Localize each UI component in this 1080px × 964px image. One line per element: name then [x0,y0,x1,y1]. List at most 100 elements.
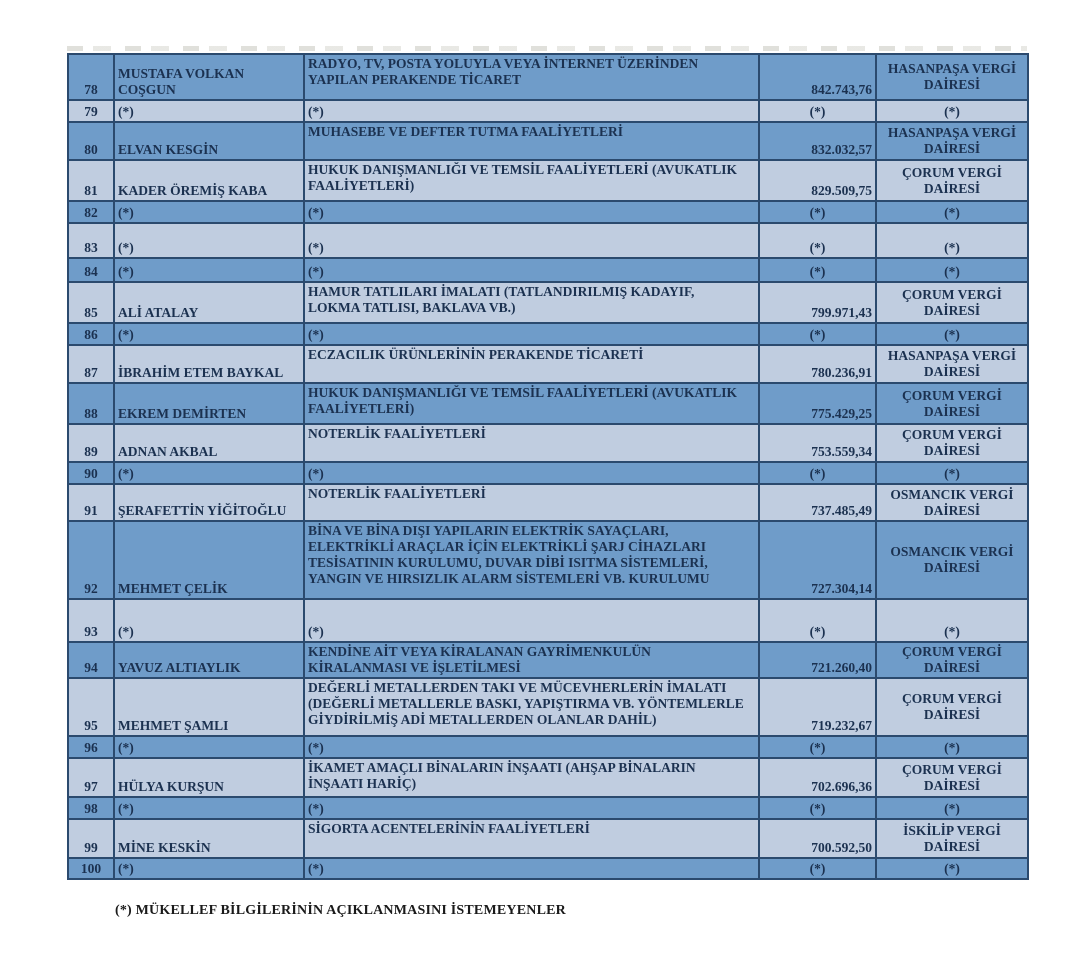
row-number-cell: 81 [67,159,115,202]
activity-cell: BİNA VE BİNA DIŞI YAPILARIN ELEKTRİK SAY… [303,520,760,600]
name-cell: (*) [113,222,305,259]
tax-office-cell: OSMANCIK VERGİ DAİRESİ [875,520,1029,600]
row-number-cell: 78 [67,53,115,101]
name-cell: MEHMET ÇELİK [113,520,305,600]
table-row: 81 KADER ÖREMİŞ KABA HUKUK DANIŞMANLIĞI VE… [67,159,1029,202]
table-row: 87 İBRAHİM ETEM BAYKAL ECZACILIK ÜRÜNLERİN… [67,344,1029,384]
activity-cell: NOTERLİK FAALİYETLERİ [303,483,760,522]
tax-office-cell: (*) [875,857,1029,880]
activity-cell: RADYO, TV, POSTA YOLUYLA VEYA İNTERNET Ü… [303,53,760,101]
activity-cell: KENDİNE AİT VEYA KİRALANAN GAYRİMENKULÜN… [303,641,760,679]
amount-cell: 753.559,34 [758,423,877,463]
table-row: 92 MEHMET ÇELİK BİNA VE BİNA DIŞI YAPILARI… [67,520,1029,600]
amount-cell: (*) [758,200,877,224]
name-cell: İBRAHİM ETEM BAYKAL [113,344,305,384]
tax-office-cell: ÇORUM VERGİ DAİRESİ [875,423,1029,463]
tax-office-cell: OSMANCIK VERGİ DAİRESİ [875,483,1029,522]
tax-office-cell: ÇORUM VERGİ DAİRESİ [875,281,1029,324]
activity-cell: İKAMET AMAÇLI BİNALARIN İNŞAATI (AHŞAP B… [303,757,760,798]
table-row: 84 (*) (*) (*) (*) [67,257,1029,283]
tax-office-cell: (*) [875,796,1029,820]
tax-office-cell: (*) [875,461,1029,485]
table-row: 99 MİNE KESKİN SİGORTA ACENTELERİNİN FAALİ… [67,818,1029,859]
row-number-cell: 92 [67,520,115,600]
table-row: 80 ELVAN KESGİN MUHASEBE VE DEFTER TUTMA F… [67,121,1029,161]
name-cell: (*) [113,598,305,643]
amount-cell: 727.304,14 [758,520,877,600]
table-row: 100 (*) (*) (*) (*) [67,857,1029,880]
name-cell: HÜLYA KURŞUN [113,757,305,798]
amount-cell: (*) [758,257,877,283]
activity-cell: MUHASEBE VE DEFTER TUTMA FAALİYETLERİ [303,121,760,161]
row-number-cell: 89 [67,423,115,463]
amount-cell: 737.485,49 [758,483,877,522]
activity-cell: HUKUK DANIŞMANLIĞI VE TEMSİL FAALİYETLER… [303,159,760,202]
row-number-cell: 94 [67,641,115,679]
row-number-cell: 95 [67,677,115,737]
table-row: 78 MUSTAFA VOLKAN COŞGUN RADYO, TV, POSTA … [67,53,1029,101]
table-row: 91 ŞERAFETTİN YİĞİTOĞLU NOTERLİK FAALİYETL… [67,483,1029,522]
activity-cell: HUKUK DANIŞMANLIĞI VE TEMSİL FAALİYETLER… [303,382,760,425]
name-cell: MİNE KESKİN [113,818,305,859]
table-row: 83 (*) (*) (*) (*) [67,222,1029,259]
activity-cell: (*) [303,200,760,224]
table-row: 98 (*) (*) (*) (*) [67,796,1029,820]
table-row: 97 HÜLYA KURŞUN İKAMET AMAÇLI BİNALARIN İN… [67,757,1029,798]
amount-cell: (*) [758,222,877,259]
name-cell: ELVAN KESGİN [113,121,305,161]
name-cell: (*) [113,257,305,283]
row-number-cell: 82 [67,200,115,224]
name-cell: (*) [113,796,305,820]
tax-office-cell: (*) [875,200,1029,224]
amount-cell: 780.236,91 [758,344,877,384]
amount-cell: (*) [758,796,877,820]
amount-cell: (*) [758,735,877,759]
row-number-cell: 86 [67,322,115,346]
row-number-cell: 97 [67,757,115,798]
name-cell: (*) [113,461,305,485]
name-cell: ALİ ATALAY [113,281,305,324]
activity-cell: (*) [303,99,760,123]
activity-cell: NOTERLİK FAALİYETLERİ [303,423,760,463]
tax-office-cell: (*) [875,257,1029,283]
table-row: 79 (*) (*) (*) (*) [67,99,1029,123]
amount-cell: (*) [758,99,877,123]
tax-office-cell: ÇORUM VERGİ DAİRESİ [875,677,1029,737]
name-cell: (*) [113,200,305,224]
activity-cell: ECZACILIK ÜRÜNLERİNİN PERAKENDE TİCARETİ [303,344,760,384]
amount-cell: 829.509,75 [758,159,877,202]
table-row: 93 (*) (*) (*) (*) [67,598,1029,643]
row-number-cell: 91 [67,483,115,522]
activity-cell: (*) [303,322,760,346]
row-number-cell: 96 [67,735,115,759]
row-number-cell: 80 [67,121,115,161]
amount-cell: 775.429,25 [758,382,877,425]
name-cell: MEHMET ŞAMLI [113,677,305,737]
row-number-cell: 79 [67,99,115,123]
masked-entries-footnote: (*) MÜKELLEF BİLGİLERİNİN AÇIKLANMASINI … [115,903,566,918]
table-row: 89 ADNAN AKBAL NOTERLİK FAALİYETLERİ 753.55… [67,423,1029,463]
name-cell: YAVUZ ALTIAYLIK [113,641,305,679]
table-row: 85 ALİ ATALAY HAMUR TATLILARI İMALATI (TAT… [67,281,1029,324]
amount-cell: 832.032,57 [758,121,877,161]
row-number-cell: 85 [67,281,115,324]
tax-office-cell: (*) [875,735,1029,759]
table-row: 95 MEHMET ŞAMLI DEĞERLİ METALLERDEN TAKI V… [67,677,1029,737]
row-number-cell: 88 [67,382,115,425]
amount-cell: 721.260,40 [758,641,877,679]
name-cell: (*) [113,99,305,123]
table-row: 82 (*) (*) (*) (*) [67,200,1029,224]
activity-cell: (*) [303,796,760,820]
amount-cell: (*) [758,461,877,485]
row-number-cell: 93 [67,598,115,643]
table-row: 88 EKREM DEMİRTEN HUKUK DANIŞMANLIĞI VE TE… [67,382,1029,425]
amount-cell: (*) [758,322,877,346]
activity-cell: (*) [303,735,760,759]
tax-office-cell: (*) [875,99,1029,123]
tax-office-cell: ÇORUM VERGİ DAİRESİ [875,159,1029,202]
activity-cell: DEĞERLİ METALLERDEN TAKI VE MÜCEVHERLERİ… [303,677,760,737]
activity-cell: SİGORTA ACENTELERİNİN FAALİYETLERİ [303,818,760,859]
amount-cell: (*) [758,598,877,643]
amount-cell: 799.971,43 [758,281,877,324]
name-cell: (*) [113,857,305,880]
